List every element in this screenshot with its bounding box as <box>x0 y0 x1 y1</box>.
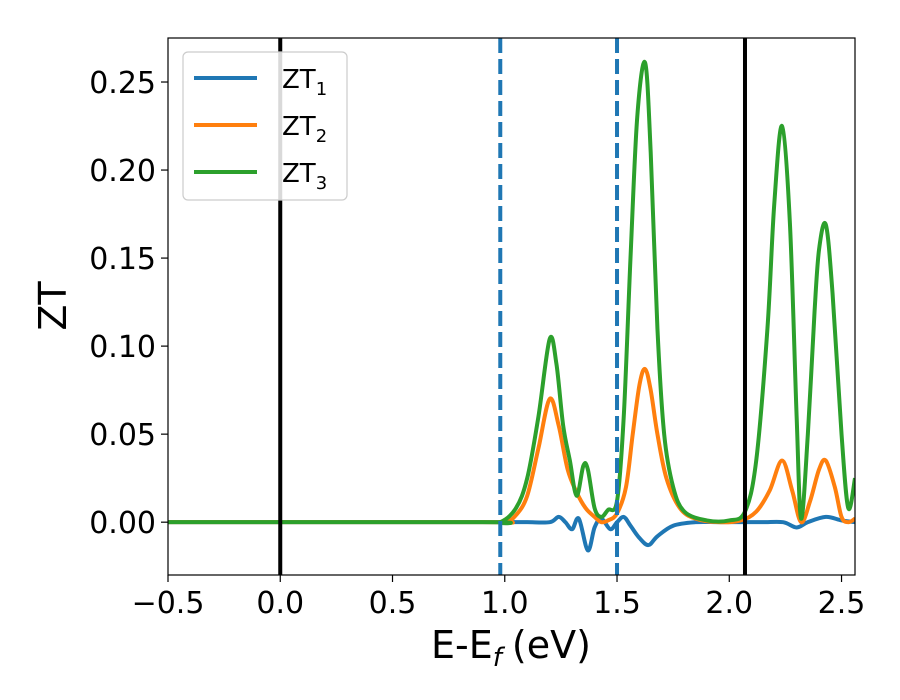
x-tick-label: 2.5 <box>818 586 866 621</box>
x-tick-label: 1.5 <box>593 586 641 621</box>
x-tick-label: 0.5 <box>369 586 417 621</box>
legend-label-zt2: ZT2 <box>282 112 327 147</box>
y-axis-label: ZT <box>31 281 75 331</box>
x-axis-label-sub: f <box>493 643 506 673</box>
x-tick-label: 2.0 <box>705 586 753 621</box>
y-tick-label: 0.15 <box>89 242 156 277</box>
y-tick-label: 0.10 <box>89 330 156 365</box>
legend-label-subscript: 1 <box>316 79 327 100</box>
y-tick-label: 0.20 <box>89 154 156 189</box>
y-tick-label: 0.00 <box>89 506 156 541</box>
y-tick-label: 0.25 <box>89 66 156 101</box>
plot-frame <box>167 37 856 576</box>
x-axis-label-main: E-E <box>431 623 493 667</box>
axes: −0.5 0.0 0.5 1.0 1.5 2.0 2.5 0.00 0.05 0.10 0.15 0.… <box>89 37 866 621</box>
legend-label-main: ZT <box>282 112 316 142</box>
series-line-zt2 <box>168 366 855 525</box>
x-tick-label: 1.0 <box>481 586 529 621</box>
x-tick-label: −0.5 <box>132 586 205 621</box>
legend-label-zt1: ZT1 <box>282 65 327 100</box>
series-line-zt3 <box>168 59 855 526</box>
x-axis-label-unit: (eV) <box>512 623 591 667</box>
x-tick-label: 0.0 <box>256 586 304 621</box>
legend-label-main: ZT <box>282 159 316 189</box>
y-tick-label: 0.05 <box>89 418 156 453</box>
series-line-zt1 <box>168 514 855 553</box>
legend-box <box>182 51 348 201</box>
legend-label-zt3: ZT3 <box>282 159 327 194</box>
legend-label-main: ZT <box>282 65 316 95</box>
legend-label-subscript: 2 <box>316 126 327 147</box>
legend-label-subscript: 3 <box>316 173 327 194</box>
x-axis-label: E-Ef (eV) <box>431 623 591 673</box>
